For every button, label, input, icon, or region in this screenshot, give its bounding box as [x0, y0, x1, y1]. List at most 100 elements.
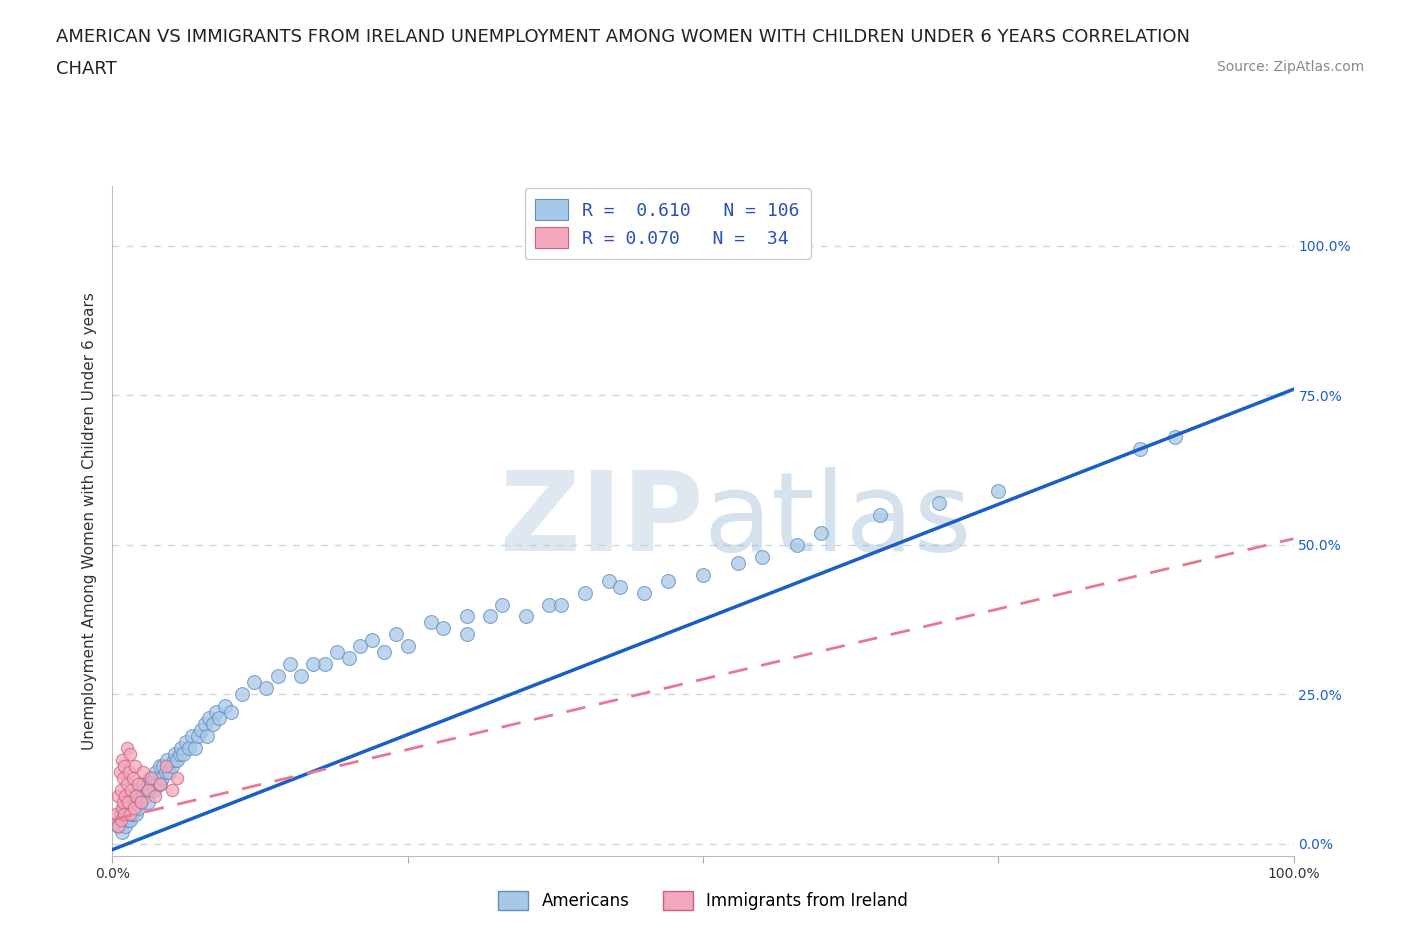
Point [115, 777, 138, 791]
Point [186, 728, 208, 743]
Point [110, 782, 132, 797]
Point [107, 818, 129, 833]
Point [117, 812, 139, 827]
Point [120, 794, 142, 809]
Point [141, 770, 163, 785]
Point [127, 777, 149, 791]
Point [290, 669, 312, 684]
Point [194, 717, 217, 732]
Point [122, 782, 145, 797]
Point [107, 818, 129, 833]
Point [149, 759, 172, 774]
Point [111, 824, 134, 839]
Point [142, 782, 165, 797]
Point [121, 806, 143, 821]
Point [657, 573, 679, 588]
Point [112, 806, 135, 821]
Point [201, 717, 224, 732]
Point [609, 579, 631, 594]
Point [136, 782, 159, 797]
Point [120, 806, 142, 821]
Point [205, 705, 228, 720]
Point [124, 794, 146, 809]
Point [491, 597, 513, 612]
Point [254, 681, 277, 696]
Point [361, 633, 384, 648]
Point [456, 627, 478, 642]
Point [633, 585, 655, 600]
Point [198, 711, 221, 725]
Point [150, 770, 173, 785]
Point [165, 747, 187, 762]
Point [432, 621, 454, 636]
Point [326, 644, 349, 659]
Point [786, 538, 808, 552]
Text: ZIP: ZIP [499, 467, 703, 575]
Point [143, 770, 166, 785]
Point [112, 759, 135, 774]
Point [214, 698, 236, 713]
Text: Source: ZipAtlas.com: Source: ZipAtlas.com [1216, 60, 1364, 74]
Point [515, 609, 537, 624]
Point [1164, 430, 1187, 445]
Point [115, 806, 138, 821]
Point [155, 764, 177, 779]
Point [136, 777, 159, 791]
Point [135, 789, 157, 804]
Point [479, 609, 502, 624]
Point [219, 705, 242, 720]
Point [146, 777, 169, 791]
Point [120, 789, 142, 804]
Point [114, 789, 136, 804]
Point [139, 770, 162, 785]
Point [727, 555, 749, 570]
Point [138, 782, 160, 797]
Point [112, 812, 135, 827]
Point [538, 597, 561, 612]
Point [132, 764, 155, 779]
Point [121, 770, 143, 785]
Point [550, 597, 572, 612]
Point [172, 747, 194, 762]
Point [125, 806, 148, 821]
Point [110, 812, 132, 827]
Point [869, 508, 891, 523]
Point [456, 609, 478, 624]
Point [598, 573, 620, 588]
Point [928, 496, 950, 511]
Point [156, 752, 179, 767]
Point [157, 764, 180, 779]
Point [160, 782, 183, 797]
Point [121, 794, 143, 809]
Point [163, 752, 186, 767]
Point [128, 789, 150, 804]
Point [111, 752, 134, 767]
Point [127, 794, 149, 809]
Point [169, 747, 191, 762]
Point [134, 777, 156, 791]
Point [179, 740, 201, 755]
Point [208, 711, 231, 725]
Point [124, 759, 146, 774]
Point [136, 794, 159, 809]
Point [155, 759, 177, 774]
Point [112, 794, 135, 809]
Legend: Americans, Immigrants from Ireland: Americans, Immigrants from Ireland [492, 884, 914, 917]
Point [107, 789, 129, 804]
Point [114, 818, 136, 833]
Point [129, 794, 152, 809]
Point [231, 686, 253, 701]
Point [118, 764, 141, 779]
Point [373, 644, 395, 659]
Legend: R =  0.610   N = 106, R = 0.070   N =  34: R = 0.610 N = 106, R = 0.070 N = 34 [524, 189, 811, 259]
Point [195, 728, 218, 743]
Point [987, 484, 1010, 498]
Point [180, 728, 202, 743]
Y-axis label: Unemployment Among Women with Children Under 6 years: Unemployment Among Women with Children U… [82, 292, 97, 750]
Point [243, 675, 266, 690]
Point [132, 789, 155, 804]
Point [141, 777, 163, 791]
Point [120, 806, 142, 821]
Point [115, 740, 138, 755]
Point [396, 639, 419, 654]
